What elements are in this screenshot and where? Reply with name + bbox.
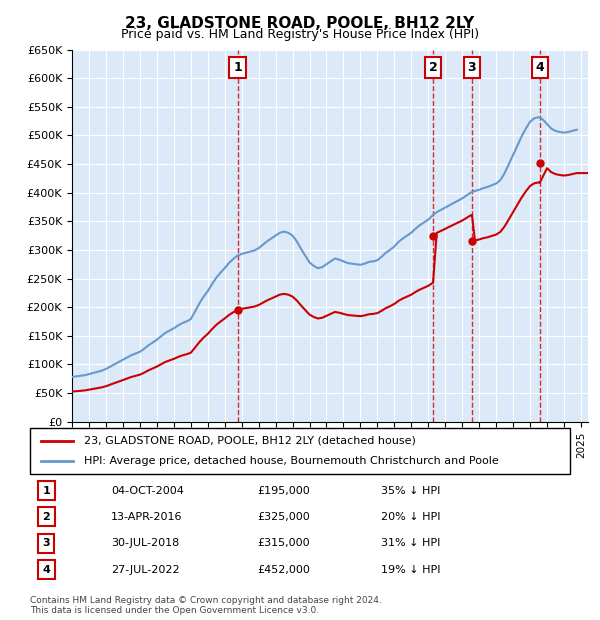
Text: 3: 3 [43,538,50,548]
Text: 20% ↓ HPI: 20% ↓ HPI [381,512,440,522]
Text: 31% ↓ HPI: 31% ↓ HPI [381,538,440,548]
Text: 23, GLADSTONE ROAD, POOLE, BH12 2LY: 23, GLADSTONE ROAD, POOLE, BH12 2LY [125,16,475,30]
Text: 2: 2 [43,512,50,522]
Text: £325,000: £325,000 [257,512,310,522]
Text: £315,000: £315,000 [257,538,310,548]
Text: This data is licensed under the Open Government Licence v3.0.: This data is licensed under the Open Gov… [30,606,319,616]
Text: Contains HM Land Registry data © Crown copyright and database right 2024.: Contains HM Land Registry data © Crown c… [30,596,382,606]
Text: 2: 2 [428,61,437,74]
Text: 4: 4 [42,565,50,575]
Text: 35% ↓ HPI: 35% ↓ HPI [381,485,440,495]
Text: 3: 3 [467,61,476,74]
Text: £452,000: £452,000 [257,565,310,575]
Text: 23, GLADSTONE ROAD, POOLE, BH12 2LY (detached house): 23, GLADSTONE ROAD, POOLE, BH12 2LY (det… [84,436,416,446]
Text: Price paid vs. HM Land Registry's House Price Index (HPI): Price paid vs. HM Land Registry's House … [121,28,479,41]
Text: 27-JUL-2022: 27-JUL-2022 [111,565,179,575]
Text: £195,000: £195,000 [257,485,310,495]
Text: 19% ↓ HPI: 19% ↓ HPI [381,565,440,575]
Text: HPI: Average price, detached house, Bournemouth Christchurch and Poole: HPI: Average price, detached house, Bour… [84,456,499,466]
FancyBboxPatch shape [30,428,570,474]
Text: 1: 1 [43,485,50,495]
Text: 04-OCT-2004: 04-OCT-2004 [111,485,184,495]
Text: 1: 1 [233,61,242,74]
Text: 13-APR-2016: 13-APR-2016 [111,512,182,522]
Text: 30-JUL-2018: 30-JUL-2018 [111,538,179,548]
Text: 4: 4 [535,61,544,74]
